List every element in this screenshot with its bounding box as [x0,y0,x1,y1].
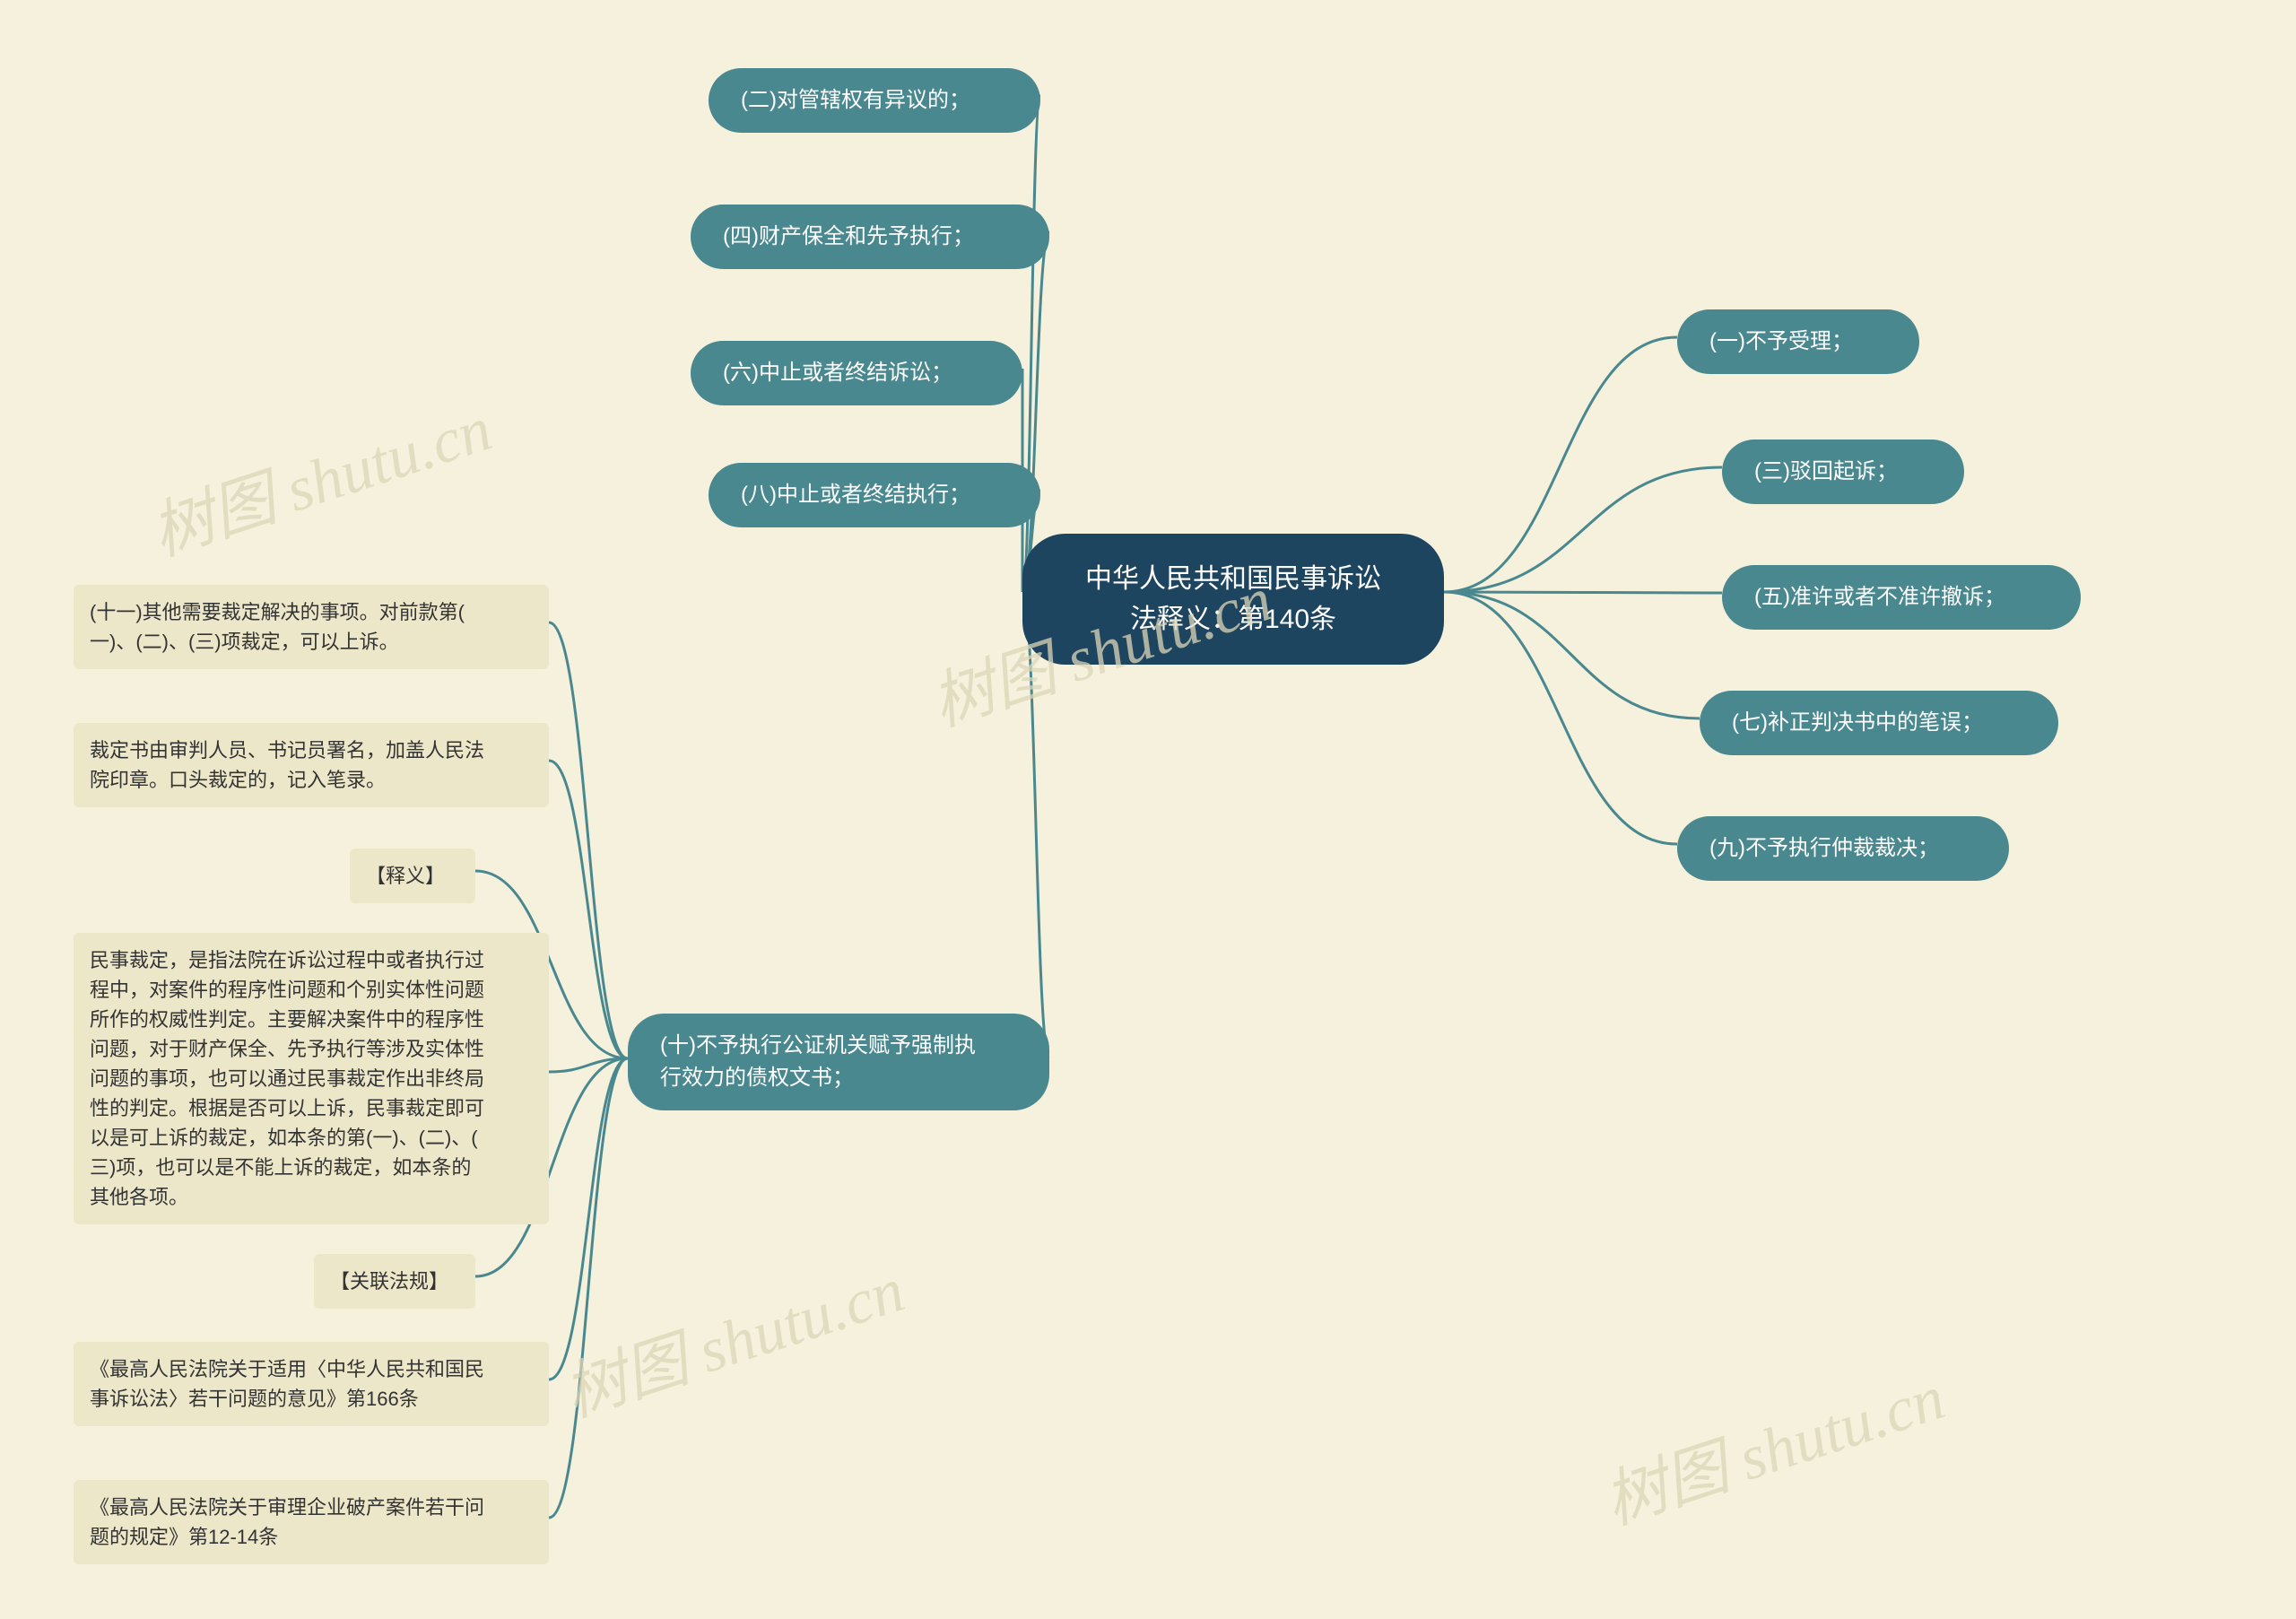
pill-node: (六)中止或者终结诉讼； [691,341,1022,405]
watermark: 树图 shutu.cn [551,1240,914,1434]
pill-node: (三)驳回起诉； [1722,440,1964,504]
leaf-node: 《最高人民法院关于适用〈中华人民共和国民 事诉讼法〉若干问题的意见》第166条 [74,1342,549,1426]
edge [549,622,628,1058]
edge [1444,337,1677,592]
edge [549,1058,628,1380]
edge [1444,467,1722,592]
pill-node: (一)不予受理； [1677,309,1919,374]
pill-node: (十)不予执行公证机关赋予强制执 行效力的债权文书； [628,1014,1049,1110]
edge [1444,592,1677,844]
edge [549,761,628,1058]
mindmap-canvas: 中华人民共和国民事诉讼 法释义：第140条 (一)不予受理； (三)驳回起诉； (五)… [0,0,2296,1619]
leaf-node: 《最高人民法院关于审理企业破产案件若干问 题的规定》第12-14条 [74,1480,549,1564]
edge [1444,592,1722,593]
root-node: 中华人民共和国民事诉讼 法释义：第140条 [1022,534,1444,665]
pill-node: (九)不予执行仲裁裁决； [1677,816,2009,881]
leaf-node: 【释义】 [350,849,475,903]
pill-node: (五)准许或者不准许撤诉； [1722,565,2081,630]
edge [1022,592,1049,1058]
pill-node: (四)财产保全和先予执行； [691,205,1049,269]
edge [549,1058,628,1518]
edge [549,1058,628,1072]
edge [1444,592,1700,718]
watermark: 树图 shutu.cn [1591,1347,1954,1542]
pill-node: (七)补正判决书中的笔误； [1700,691,2058,755]
leaf-node: (十一)其他需要裁定解决的事项。对前款第( 一)、(二)、(三)项裁定，可以上诉… [74,585,549,669]
pill-node: (八)中止或者终结执行； [709,463,1040,527]
leaf-node: 民事裁定，是指法院在诉讼过程中或者执行过 程中，对案件的程序性问题和个别实体性问… [74,933,549,1224]
watermark: 树图 shutu.cn [138,379,501,573]
pill-node: (二)对管辖权有异议的； [709,68,1040,133]
leaf-node: 裁定书由审判人员、书记员署名，加盖人民法 院印章。口头裁定的，记入笔录。 [74,723,549,807]
leaf-node: 【关联法规】 [314,1254,475,1309]
